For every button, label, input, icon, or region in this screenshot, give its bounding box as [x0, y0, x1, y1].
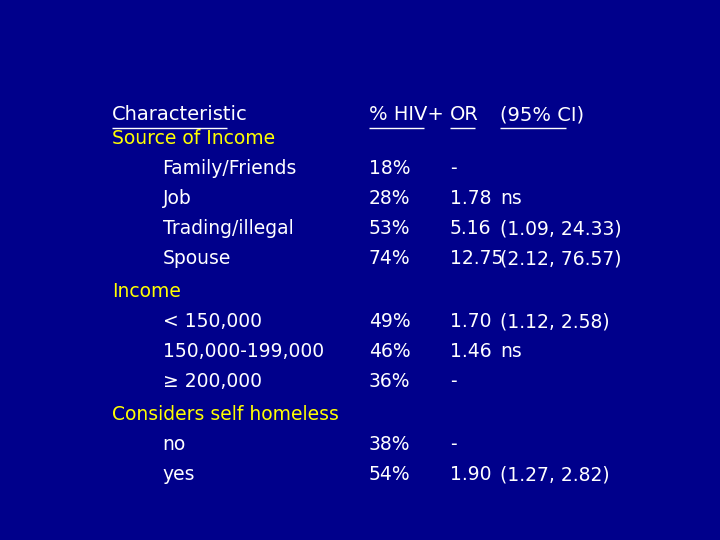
- Text: 46%: 46%: [369, 342, 410, 361]
- Text: 36%: 36%: [369, 372, 410, 391]
- Text: 1.46: 1.46: [450, 342, 492, 361]
- Text: (1.27, 2.82): (1.27, 2.82): [500, 465, 610, 484]
- Text: -: -: [450, 372, 456, 391]
- Text: OR: OR: [450, 105, 479, 124]
- Text: 53%: 53%: [369, 219, 410, 238]
- Text: 12.75: 12.75: [450, 249, 503, 268]
- Text: -: -: [450, 435, 456, 454]
- Text: (1.12, 2.58): (1.12, 2.58): [500, 312, 610, 331]
- Text: (95% CI): (95% CI): [500, 105, 584, 124]
- Text: 1.78: 1.78: [450, 189, 492, 208]
- Text: 18%: 18%: [369, 159, 410, 178]
- Text: Spouse: Spouse: [163, 249, 231, 268]
- Text: ≥ 200,000: ≥ 200,000: [163, 372, 261, 391]
- Text: 49%: 49%: [369, 312, 410, 331]
- Text: 38%: 38%: [369, 435, 410, 454]
- Text: 1.70: 1.70: [450, 312, 492, 331]
- Text: Job: Job: [163, 189, 192, 208]
- Text: 54%: 54%: [369, 465, 410, 484]
- Text: 1.90: 1.90: [450, 465, 492, 484]
- Text: (1.09, 24.33): (1.09, 24.33): [500, 219, 622, 238]
- Text: -: -: [450, 159, 456, 178]
- Text: 28%: 28%: [369, 189, 410, 208]
- Text: % HIV+: % HIV+: [369, 105, 444, 124]
- Text: < 150,000: < 150,000: [163, 312, 261, 331]
- Text: Characteristic: Characteristic: [112, 105, 248, 124]
- Text: (2.12, 76.57): (2.12, 76.57): [500, 249, 621, 268]
- Text: 5.16: 5.16: [450, 219, 492, 238]
- Text: yes: yes: [163, 465, 195, 484]
- Text: 150,000-199,000: 150,000-199,000: [163, 342, 324, 361]
- Text: Considers self homeless: Considers self homeless: [112, 406, 339, 424]
- Text: Income: Income: [112, 282, 181, 301]
- Text: Family/Friends: Family/Friends: [163, 159, 297, 178]
- Text: 74%: 74%: [369, 249, 410, 268]
- Text: no: no: [163, 435, 186, 454]
- Text: Trading/illegal: Trading/illegal: [163, 219, 293, 238]
- Text: ns: ns: [500, 189, 522, 208]
- Text: Source of Income: Source of Income: [112, 129, 276, 149]
- Text: ns: ns: [500, 342, 522, 361]
